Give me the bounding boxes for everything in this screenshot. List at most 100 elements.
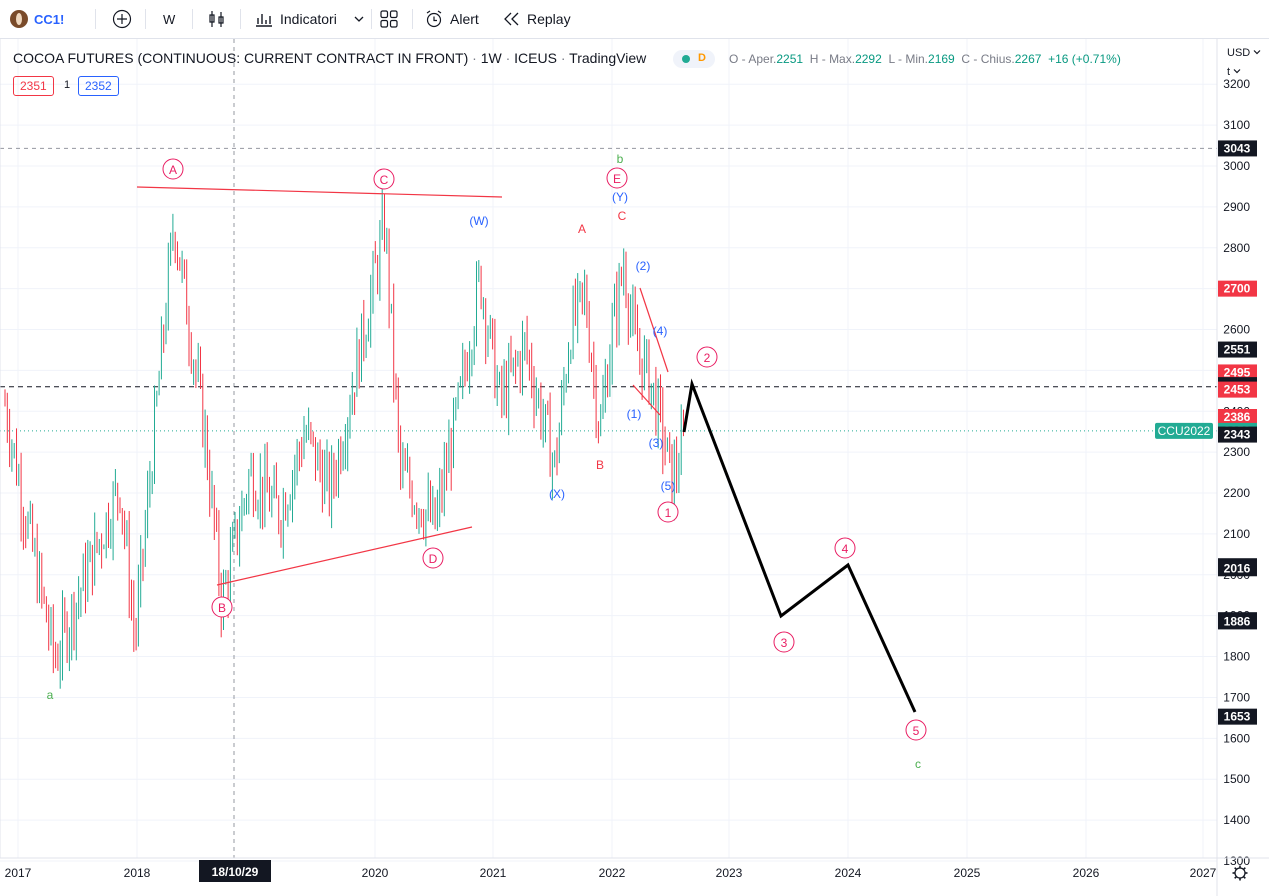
quantity-label: 1 (64, 79, 71, 91)
top-toolbar: CC1! W Indicatori Alert Replay (0, 0, 1269, 39)
time-tick-label: 2026 (1073, 866, 1100, 880)
price-tick-label: 1600 (1223, 731, 1250, 745)
chevron-down-icon (1253, 50, 1261, 55)
gear-icon[interactable] (1232, 865, 1248, 881)
projection-path (682, 378, 917, 713)
wave-label: (2) (636, 259, 651, 273)
wave-circle (834, 537, 856, 559)
ohlc-values: O - Aper.2251 H - Max.2292 L - Min.2169 … (729, 52, 1121, 66)
time-tick-label: 2018 (124, 866, 151, 880)
drawing-lines (136, 186, 917, 713)
price-axis-label-text: 2016 (1224, 561, 1251, 575)
crosshair-time-box (199, 860, 271, 882)
wave-circle (696, 346, 718, 368)
price-axis-label-text: 2700 (1224, 282, 1251, 296)
price-axis-label (1218, 409, 1257, 426)
alert-button[interactable]: Alert (424, 0, 479, 38)
interval-button[interactable]: W (163, 0, 175, 38)
wave-circle (773, 631, 795, 653)
price-axis-label (1218, 381, 1257, 398)
wave-label: 5 (913, 724, 920, 738)
price-axis-label (1218, 613, 1257, 630)
price-tick-label: 1400 (1223, 813, 1250, 827)
chart-type-button[interactable] (207, 0, 227, 38)
time-tick-label: 2022 (599, 866, 626, 880)
sell-price-button[interactable]: 2351 (13, 76, 54, 96)
delayed-data-letter: D (698, 52, 706, 64)
series-interval: 1W (480, 50, 502, 66)
wave-label: (3) (649, 436, 664, 450)
time-tick-label: 2020 (362, 866, 389, 880)
market-open-dot (682, 55, 690, 63)
price-axis-label (1218, 140, 1257, 157)
candles-icon (209, 11, 224, 27)
wave-label: A (169, 163, 177, 177)
wave-label: A (578, 222, 586, 236)
price-axis-label-text: 2551 (1224, 343, 1251, 357)
wave-label: 4 (842, 542, 849, 556)
price-tick-label: 2200 (1223, 486, 1250, 500)
buy-price-button[interactable]: 2352 (78, 76, 119, 96)
toolbar-divider (95, 9, 96, 29)
toolbar-divider (371, 9, 372, 29)
wave-label: B (218, 601, 226, 615)
symbol-logo-icon (10, 10, 28, 28)
time-tick-label: 2027 (1190, 866, 1217, 880)
symbol-search-button[interactable]: CC1! (10, 0, 64, 38)
wave-label: (1) (627, 407, 642, 421)
wave-circle (657, 501, 679, 523)
trendline (216, 526, 473, 586)
symbol-label: CC1! (34, 11, 65, 27)
price-axis-label-text: 2453 (1224, 383, 1251, 397)
price-axis-label (1218, 341, 1257, 358)
crosshair-time-label: 18/10/29 (212, 865, 259, 879)
chart-legend-title[interactable]: COCOA FUTURES (CONTINUOUS: CURRENT CONTR… (13, 50, 647, 66)
price-axis[interactable]: 3200310030002900280027002600250024002300… (0, 39, 1257, 896)
wave-label: B (596, 458, 604, 472)
currency-selector[interactable]: USD (1227, 47, 1261, 59)
price-axis-label-text: 2386 (1224, 410, 1251, 424)
price-tick-label: 2900 (1223, 200, 1250, 214)
indicators-label: Indicatori (280, 11, 337, 27)
indicator-templates-button[interactable] (353, 0, 365, 38)
market-status-badge[interactable]: D (673, 50, 715, 68)
wave-label: 1 (665, 506, 672, 520)
price-tick-label: 1300 (1223, 854, 1250, 868)
compare-symbol-button[interactable] (112, 0, 132, 38)
wave-label: 3 (781, 636, 788, 650)
price-axis-label-text: 1653 (1224, 710, 1251, 724)
wave-circle (905, 719, 927, 741)
layout-button[interactable] (379, 0, 399, 38)
price-axis-label (1218, 708, 1257, 725)
wave-circle (422, 547, 444, 569)
replay-button[interactable]: Replay (503, 0, 571, 38)
wave-label: (X) (549, 487, 565, 501)
plus-circle-icon (112, 9, 132, 29)
time-tick-label: 2021 (480, 866, 507, 880)
price-axis-label-text: 2343 (1224, 428, 1251, 442)
trendline (639, 287, 669, 373)
wave-label: a (47, 688, 54, 702)
price-tick-label: 1800 (1223, 650, 1250, 664)
replay-label: Replay (527, 11, 571, 27)
interval-label: W (163, 11, 176, 27)
chevron-down-icon (354, 16, 364, 22)
unit-selector[interactable]: t (1227, 66, 1241, 78)
price-axis-label-text: 2495 (1224, 365, 1251, 379)
wave-circle (162, 158, 184, 180)
price-tick-label: 3200 (1223, 77, 1250, 91)
time-tick-label: 2024 (835, 866, 862, 880)
wave-label: C (380, 173, 389, 187)
indicators-button[interactable]: Indicatori (254, 0, 337, 38)
wave-label: (5) (661, 479, 676, 493)
series-tag (1155, 422, 1213, 439)
wave-circle (211, 596, 233, 618)
series-source: TradingView (569, 50, 647, 66)
chart-canvas[interactable]: A B C D E (W) (X) (Y) A B Ca b c (1) (2) (3) (4) (5) 1 2 3 4 5… (0, 39, 1269, 896)
grid-icon (380, 10, 398, 28)
trendline (632, 384, 661, 416)
price-axis-label-text: 3043 (1224, 141, 1251, 155)
wave-label: E (613, 172, 621, 186)
price-tick-label: 3100 (1223, 118, 1250, 132)
time-axis[interactable]: 2017 2018 2020 2021 2022 2023 2024 2025 2026 2027… (0, 857, 1269, 882)
